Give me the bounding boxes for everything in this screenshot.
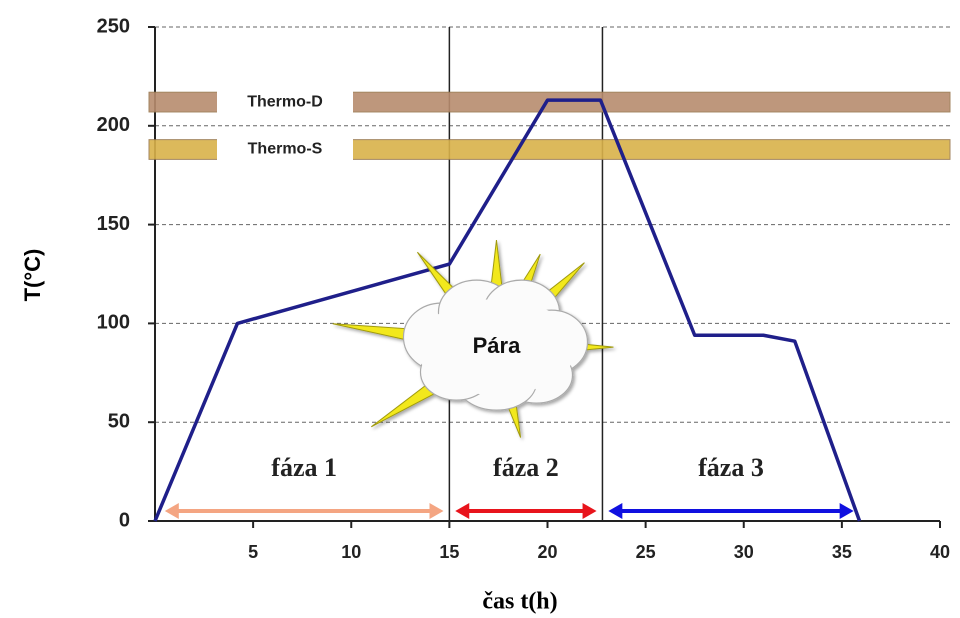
phase-label: fáza 2 (493, 453, 559, 482)
y-tick-label: 50 (108, 410, 130, 432)
y-tick-label: 150 (97, 213, 130, 235)
x-tick-label: 15 (439, 542, 459, 562)
y-tick-label: 100 (97, 312, 130, 334)
phase-label: fáza 1 (271, 453, 337, 482)
band-label: Thermo-D (247, 93, 323, 110)
y-axis-label: T(°C) (20, 249, 45, 302)
x-tick-label: 5 (248, 542, 258, 562)
x-tick-label: 30 (734, 542, 754, 562)
x-tick-label: 20 (537, 542, 557, 562)
x-tick-label: 25 (636, 542, 656, 562)
y-tick-label: 0 (119, 509, 130, 531)
x-tick-label: 10 (341, 542, 361, 562)
arrow-head (583, 503, 597, 519)
arrow-head (840, 503, 854, 519)
arrow-head (429, 503, 443, 519)
chart: čas t(h) T(°C) 0 50 100 150 200 250 5 10 15 20 25 3… (0, 0, 960, 618)
arrow-head (608, 503, 622, 519)
band-label: Thermo-S (248, 141, 323, 158)
x-tick-label: 35 (832, 542, 852, 562)
arrow-head (165, 503, 179, 519)
x-tick-label: 40 (930, 542, 950, 562)
arrow-head (455, 503, 469, 519)
annotation: Pára (473, 333, 521, 358)
x-axis-label: čas t(h) (482, 589, 557, 615)
y-tick-label: 200 (97, 114, 130, 136)
phase-label: fáza 3 (698, 453, 764, 482)
y-tick-label: 250 (97, 15, 130, 37)
